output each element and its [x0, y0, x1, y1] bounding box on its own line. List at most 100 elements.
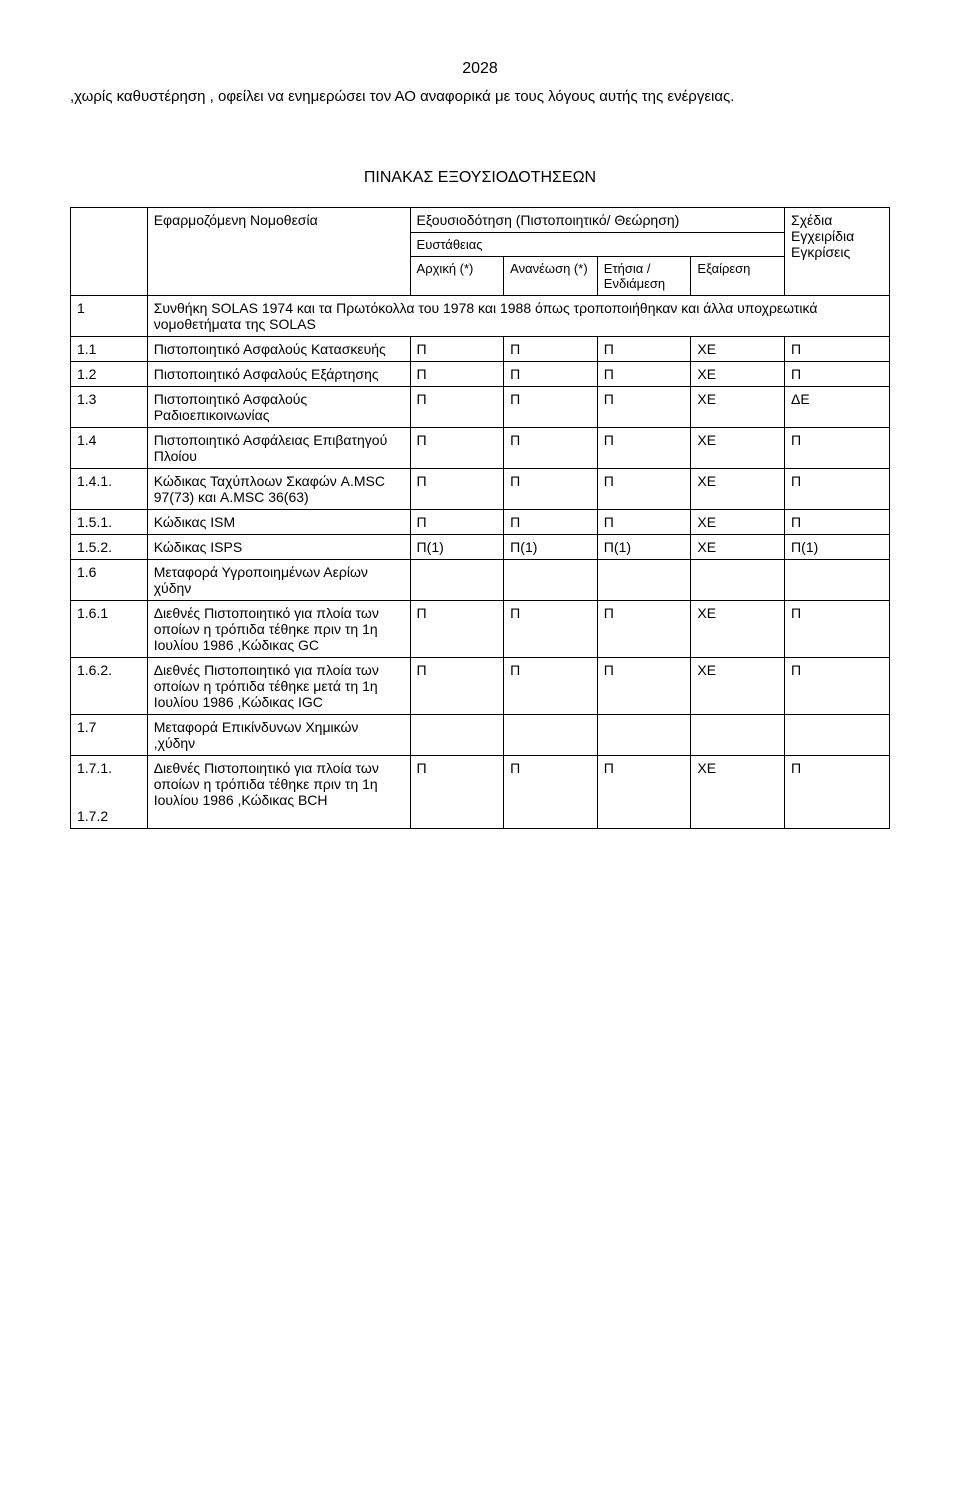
table-row: 1.6.1Διεθνές Πιστοποιητικό για πλοία των… [71, 600, 890, 657]
row-value: Π [597, 509, 691, 534]
row-value: Π [504, 755, 598, 828]
row-value: ΧΕ [691, 534, 785, 559]
row-desc: Κώδικας Ταχύπλοων Σκαφών A.MSC 97(73) κα… [147, 468, 410, 509]
row-value: Π [410, 755, 504, 828]
row-value: Π [597, 468, 691, 509]
row-value: Π(1) [504, 534, 598, 559]
hdr-renewal: Ανανέωση (*) [504, 256, 598, 295]
table-row: 1.5.1.Κώδικας ISMΠΠΠΧΕΠ [71, 509, 890, 534]
row-value [785, 714, 890, 755]
row-value: Π [597, 386, 691, 427]
row-value: Π [597, 361, 691, 386]
row-value: Π [504, 427, 598, 468]
row-value: Π [504, 386, 598, 427]
table-row: 1.3Πιστοποιητικό Ασφαλούς Ραδιοεπικοινων… [71, 386, 890, 427]
row-value: Π [504, 468, 598, 509]
row-value: Π [597, 336, 691, 361]
row-value: Π [597, 600, 691, 657]
row-value: ΧΕ [691, 336, 785, 361]
row-value: Π [504, 657, 598, 714]
row-value: Π [785, 657, 890, 714]
hdr-initial: Αρχική (*) [410, 256, 504, 295]
row-value: Π [410, 468, 504, 509]
hdr-stability: Ευστάθειας [410, 232, 785, 256]
row-value: Π [597, 427, 691, 468]
row-value [504, 559, 598, 600]
hdr-blank [71, 207, 148, 295]
table-row: 1.6Μεταφορά Υγροποιημένων Αερίων χύδην [71, 559, 890, 600]
row-value [691, 714, 785, 755]
row-value: Π [410, 427, 504, 468]
hdr-legislation: Εφαρμοζόμενη Νομοθεσία [147, 207, 410, 295]
row-value [410, 714, 504, 755]
row-desc: Διεθνές Πιστοποιητικό για πλοία των οποί… [147, 600, 410, 657]
row-desc: Διεθνές Πιστοποιητικό για πλοία των οποί… [147, 657, 410, 714]
row-value: Π [504, 336, 598, 361]
row-number: 1.4 [71, 427, 148, 468]
row-desc: Πιστοποιητικό Ασφαλούς Κατασκευής [147, 336, 410, 361]
page-number: 2028 [70, 60, 890, 78]
row-value: ΧΕ [691, 509, 785, 534]
row-value: Π [410, 336, 504, 361]
row-number: 1.7 [71, 714, 148, 755]
row-number: 1 [71, 295, 148, 336]
row-value: ΧΕ [691, 386, 785, 427]
row-desc-span: Συνθήκη SOLAS 1974 και τα Πρωτόκολλα του… [147, 295, 889, 336]
row-value: Π [410, 600, 504, 657]
row-value: ΧΕ [691, 361, 785, 386]
intro-paragraph: ,χωρίς καθυστέρηση , οφείλει να ενημερώσ… [70, 86, 890, 109]
row-value: Π [504, 600, 598, 657]
table-row: 1.5.2.Κώδικας ISPSΠ(1)Π(1)Π(1)ΧΕΠ(1) [71, 534, 890, 559]
row-value: Π [785, 361, 890, 386]
row-value: Π [785, 336, 890, 361]
table-row: 1.6.2.Διεθνές Πιστοποιητικό για πλοία τω… [71, 657, 890, 714]
row-value: ΧΕ [691, 600, 785, 657]
row-value: ΧΕ [691, 755, 785, 828]
table-row: 1.7Μεταφορά Επικίνδυνων Χημικών ,χύδην [71, 714, 890, 755]
row-value: Π(1) [410, 534, 504, 559]
table-row: 1.4.1.Κώδικας Ταχύπλοων Σκαφών A.MSC 97(… [71, 468, 890, 509]
row-number: 1.5.1. [71, 509, 148, 534]
row-value: ΧΕ [691, 427, 785, 468]
table-title: ΠΙΝΑΚΑΣ ΕΞΟΥΣΙΟΔΟΤΗΣΕΩΝ [70, 169, 890, 187]
row-desc: Κώδικας ISPS [147, 534, 410, 559]
row-value: Π [785, 427, 890, 468]
row-number: 1.6 [71, 559, 148, 600]
row-value: Π [785, 600, 890, 657]
row-number: 1.7.1.1.7.2 [71, 755, 148, 828]
row-value [691, 559, 785, 600]
row-number: 1.6.1 [71, 600, 148, 657]
row-desc: Πιστοποιητικό Ασφαλούς Εξάρτησης [147, 361, 410, 386]
row-value: Π [410, 386, 504, 427]
row-value: Π [410, 509, 504, 534]
table-row: 1.2Πιστοποιητικό Ασφαλούς ΕξάρτησηςΠΠΠΧΕ… [71, 361, 890, 386]
table-row: 1.1Πιστοποιητικό Ασφαλούς ΚατασκευήςΠΠΠΧ… [71, 336, 890, 361]
row-value [504, 714, 598, 755]
row-number: 1.4.1. [71, 468, 148, 509]
row-value: Π [785, 468, 890, 509]
row-desc: Κώδικας ISM [147, 509, 410, 534]
row-value: Π(1) [785, 534, 890, 559]
row-value [597, 714, 691, 755]
row-value: ΧΕ [691, 468, 785, 509]
hdr-authorization: Εξουσιοδότηση (Πιστοποιητικό/ Θεώρηση) [410, 207, 785, 232]
row-value: Π [504, 509, 598, 534]
row-number: 1.1 [71, 336, 148, 361]
row-value [410, 559, 504, 600]
row-desc: Πιστοποιητικό Ασφάλειας Επιβατηγού Πλοίο… [147, 427, 410, 468]
row-value: Π [504, 361, 598, 386]
row-value [597, 559, 691, 600]
row-number: 1.5.2. [71, 534, 148, 559]
hdr-schemes: Σχέδια Εγχειρίδια Εγκρίσεις [785, 207, 890, 295]
row-number: 1.3 [71, 386, 148, 427]
hdr-exception: Εξαίρεση [691, 256, 785, 295]
table-row: 1Συνθήκη SOLAS 1974 και τα Πρωτόκολλα το… [71, 295, 890, 336]
row-desc: Μεταφορά Υγροποιημένων Αερίων χύδην [147, 559, 410, 600]
row-value: Π [597, 755, 691, 828]
row-value: Π [410, 361, 504, 386]
row-number: 1.6.2. [71, 657, 148, 714]
row-value: Π [597, 657, 691, 714]
row-value: ΔΕ [785, 386, 890, 427]
authorizations-table: Εφαρμοζόμενη Νομοθεσία Εξουσιοδότηση (Πι… [70, 207, 890, 829]
row-value: Π [785, 509, 890, 534]
